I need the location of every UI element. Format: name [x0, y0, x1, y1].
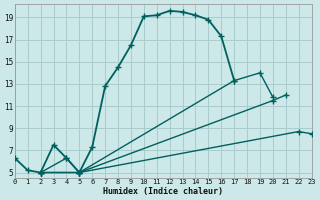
X-axis label: Humidex (Indice chaleur): Humidex (Indice chaleur) — [103, 187, 223, 196]
